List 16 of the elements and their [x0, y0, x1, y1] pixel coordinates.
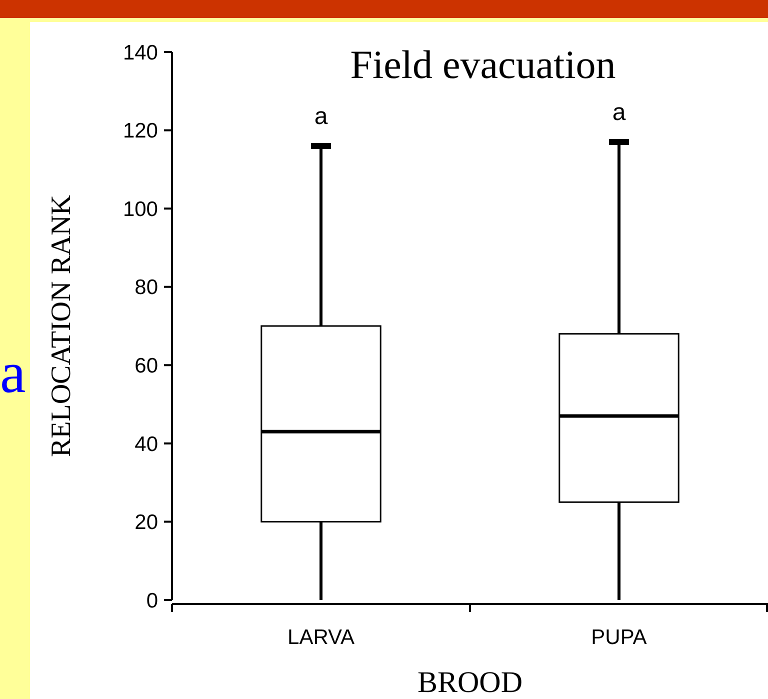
y-tick-label: 40	[134, 432, 158, 456]
y-tick-label: 0	[146, 589, 158, 612]
y-tick-label: 140	[122, 41, 158, 64]
y-tick-label: 80	[134, 276, 158, 300]
chart-title: Field evacuation	[350, 42, 616, 87]
y-tick-label: 120	[122, 120, 158, 143]
annotation: a	[612, 99, 626, 126]
y-tick-label: 20	[134, 511, 158, 534]
x-tick-label: LARVA	[288, 626, 354, 649]
y-tick-label: 60	[134, 354, 158, 378]
x-axis-title: BROOD	[417, 666, 523, 699]
text: a	[0, 340, 26, 405]
y-axis-title: RELOCATION RANK	[46, 194, 77, 458]
y-tick-label: 100	[122, 198, 158, 221]
annotation: a	[314, 102, 328, 130]
x-tick-label: PUPA	[591, 626, 647, 649]
